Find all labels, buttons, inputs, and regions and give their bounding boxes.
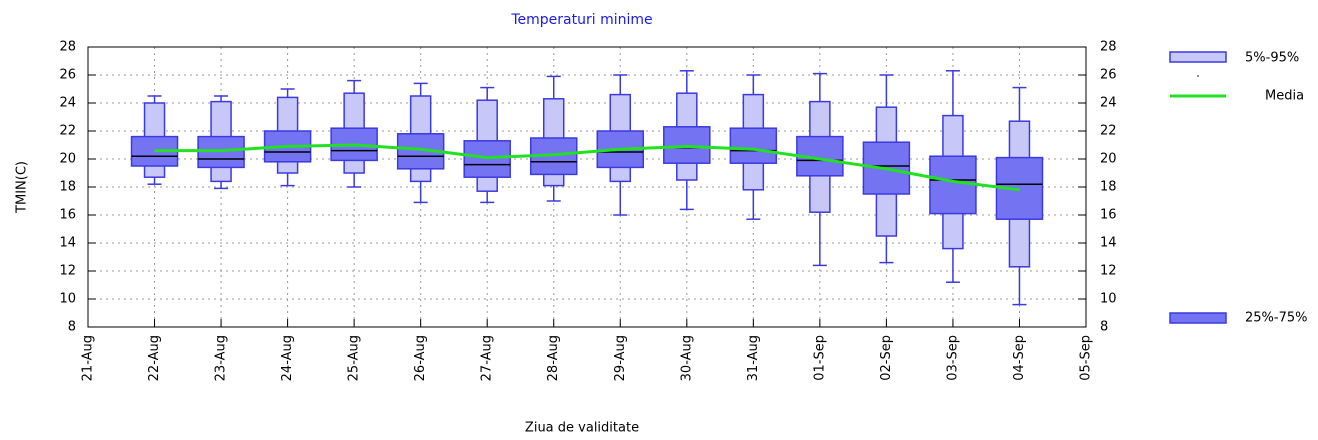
x-tick-label: 23-Aug xyxy=(214,335,229,381)
y2-tick-label: 14 xyxy=(1100,236,1117,251)
x-tick-label: 26-Aug xyxy=(413,335,428,381)
y2-tick-label: 20 xyxy=(1100,152,1117,167)
x-tick-label: 02-Sep xyxy=(879,335,894,381)
y-axis-label: TMIN(C) xyxy=(15,161,30,214)
x-tick-label: 27-Aug xyxy=(480,335,495,381)
legend-median-dot xyxy=(1197,75,1199,77)
x-tick-label: 30-Aug xyxy=(679,335,694,381)
y2-tick-label: 10 xyxy=(1100,292,1117,307)
x-tick-label: 25-Aug xyxy=(347,335,362,381)
x-tick-label: 31-Aug xyxy=(746,335,761,381)
y-tick-label: 28 xyxy=(59,40,76,55)
y-tick-label: 12 xyxy=(59,264,76,279)
x-tick-label: 05-Sep xyxy=(1079,335,1094,381)
box-25-75 xyxy=(929,155,977,215)
y-tick-label: 22 xyxy=(59,124,76,139)
y2-tick-label: 28 xyxy=(1100,40,1117,55)
x-tick-label: 22-Aug xyxy=(147,335,162,381)
y-tick-label: 16 xyxy=(59,208,76,223)
y2-tick-label: 18 xyxy=(1100,180,1117,195)
y-tick-label: 14 xyxy=(59,236,76,251)
legend-swatch xyxy=(1169,312,1227,324)
y2-tick-label: 26 xyxy=(1100,68,1117,83)
x-tick-label: 01-Sep xyxy=(812,335,827,381)
x-tick-label: 29-Aug xyxy=(613,335,628,381)
x-tick-label: 28-Aug xyxy=(546,335,561,381)
x-tick-label: 04-Sep xyxy=(1012,335,1027,381)
plot-frame xyxy=(87,46,1087,328)
y2-tick-label: 22 xyxy=(1100,124,1117,139)
y-tick-label: 10 xyxy=(59,292,76,307)
y2-tick-label: 8 xyxy=(1100,320,1108,335)
y2-tick-label: 24 xyxy=(1100,96,1117,111)
y-tick-label: 26 xyxy=(59,68,76,83)
mean-line xyxy=(154,143,1020,192)
chart-title: Temperaturi minime xyxy=(510,12,652,28)
x-tick-label: 03-Sep xyxy=(945,335,960,381)
legend-swatch xyxy=(1169,51,1227,63)
y-tick-label: 20 xyxy=(59,152,76,167)
box-25-75 xyxy=(729,127,778,164)
x-tick-label: 21-Aug xyxy=(81,335,96,381)
legend-label: Media xyxy=(1265,89,1304,104)
y2-tick-label: 16 xyxy=(1100,208,1117,223)
x-tick-label: 24-Aug xyxy=(280,335,295,381)
y-tick-label: 8 xyxy=(68,320,76,335)
y-tick-label: 18 xyxy=(59,180,76,195)
y-tick-label: 24 xyxy=(59,96,76,111)
y2-tick-label: 12 xyxy=(1100,264,1117,279)
legend-label: 25%-75% xyxy=(1245,311,1307,326)
legend-label: 5%-95% xyxy=(1245,51,1299,66)
x-axis-label: Ziua de validitate xyxy=(525,421,639,436)
